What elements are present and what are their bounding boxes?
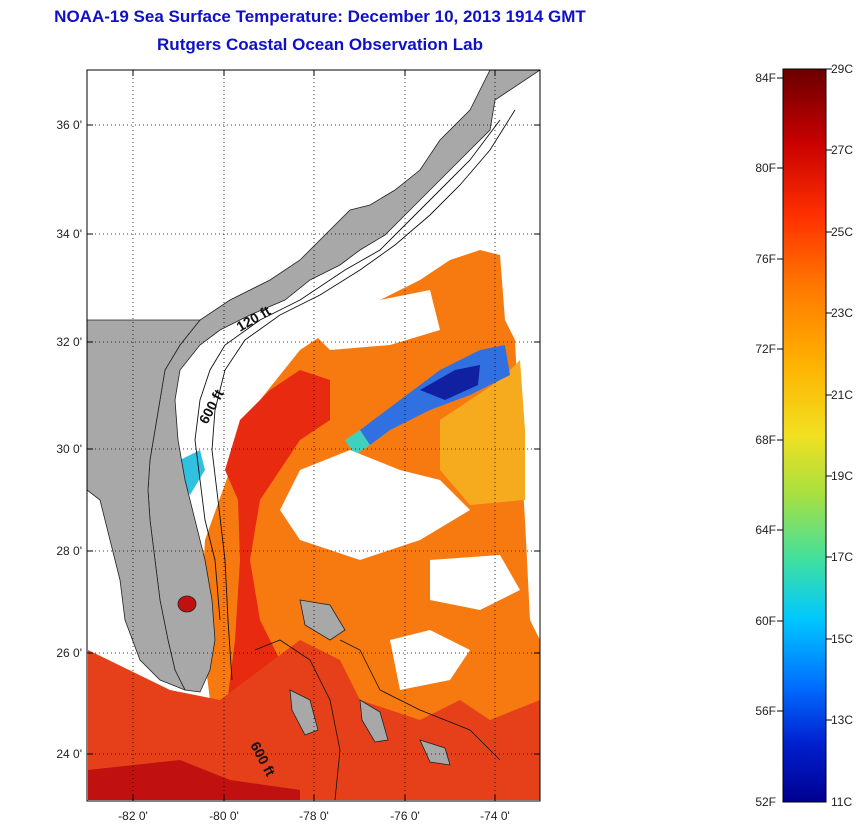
colorbar-label-c: 29C xyxy=(831,62,853,76)
map-subtitle: Rutgers Coastal Ocean Observation Lab xyxy=(157,35,483,54)
colorbar-label-f: 72F xyxy=(755,342,776,356)
lat-label: 32 0' xyxy=(56,335,82,349)
colorbar-label-f: 52F xyxy=(755,795,776,809)
colorbar-label-c: 13C xyxy=(831,713,853,727)
colorbar-label-c: 17C xyxy=(831,550,853,564)
land-florida-west xyxy=(87,70,201,691)
bahamas-island xyxy=(359,699,389,743)
lon-label: -78 0' xyxy=(299,809,329,823)
colorbar-label-c: 25C xyxy=(831,225,853,239)
lat-label: 24 0' xyxy=(56,747,82,761)
colorbar-label-f: 76F xyxy=(755,252,776,266)
colorbar-ticks xyxy=(777,68,832,721)
map-title: NOAA-19 Sea Surface Temperature: Decembe… xyxy=(54,7,586,26)
sst-cold-core xyxy=(420,365,480,400)
colorbar-label-c: 19C xyxy=(831,469,853,483)
sst-yellow-region xyxy=(440,360,525,505)
colorbar-label-c: 23C xyxy=(831,306,853,320)
isobath-bahamas xyxy=(339,639,501,761)
lat-label: 28 0' xyxy=(56,544,82,558)
colorbar-label-f: 84F xyxy=(755,71,776,85)
colorbar-label-c: 27C xyxy=(831,143,853,157)
colorbar-label-f: 64F xyxy=(755,523,776,537)
longitude-labels: -82 0' -80 0' -78 0' -76 0' -74 0' xyxy=(118,809,510,823)
sst-darkred-strip xyxy=(88,760,300,800)
colorbar-label-c: 11C xyxy=(831,795,852,809)
colorbar-fahrenheit-labels: 84F 80F 76F 72F 68F 64F 60F 56F 52F xyxy=(755,71,776,809)
colorbar-label-f: 60F xyxy=(755,614,776,628)
lat-label: 34 0' xyxy=(56,227,82,241)
colorbar-celsius-labels: 29C 27C 25C 23C 21C 19C 17C 15C 13C 11C xyxy=(831,62,853,809)
cloud-patch xyxy=(430,555,520,610)
lon-label: -74 0' xyxy=(480,809,510,823)
lon-label: -80 0' xyxy=(209,809,239,823)
lon-label: -76 0' xyxy=(390,809,420,823)
bahamas-island xyxy=(299,599,346,641)
bahamas-island xyxy=(419,739,451,766)
isobath-600ft xyxy=(211,109,516,681)
cloud-patch xyxy=(390,630,470,690)
lake-okeechobee xyxy=(177,595,197,613)
colorbar-label-c: 15C xyxy=(831,632,853,646)
land-mass xyxy=(87,70,540,693)
lat-label: 36 0' xyxy=(56,118,82,132)
map-content xyxy=(87,70,540,801)
isobath-bahamas xyxy=(254,639,341,801)
lon-label: -82 0' xyxy=(118,809,148,823)
colorbar-label-f: 68F xyxy=(755,433,776,447)
axis-ticks xyxy=(87,70,540,801)
colorbar xyxy=(782,68,827,803)
isobath-120ft xyxy=(194,119,501,621)
colorbar-label-f: 80F xyxy=(755,161,776,175)
cloud-patch xyxy=(280,450,470,560)
lat-label: 30 0' xyxy=(56,442,82,456)
colorbar-label-c: 21C xyxy=(831,388,853,402)
colorbar-label-f: 56F xyxy=(755,704,776,718)
bahamas-island xyxy=(289,689,319,736)
lat-label: 26 0' xyxy=(56,646,82,660)
latitude-labels: 36 0' 34 0' 32 0' 30 0' 28 0' 26 0' 24 0… xyxy=(56,118,82,761)
